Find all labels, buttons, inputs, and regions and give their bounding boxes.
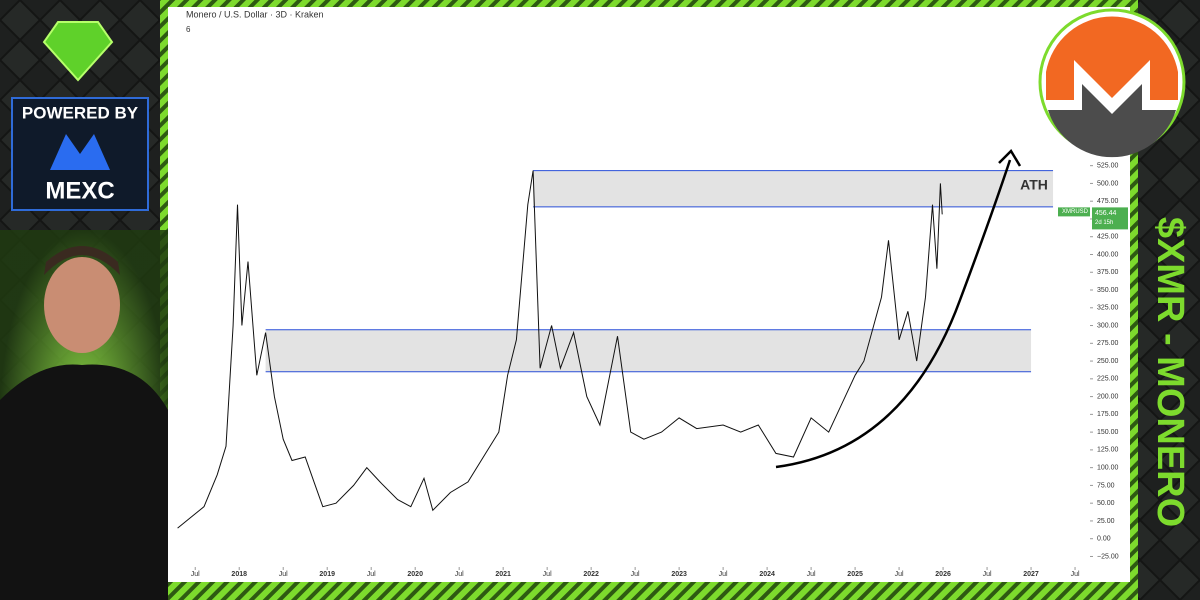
y-tick-label: 325.00 [1097, 305, 1119, 312]
x-tick-label: 2021 [495, 571, 511, 578]
ath-label: ATH [1020, 177, 1048, 193]
y-tick-label: 525.00 [1097, 163, 1119, 170]
y-tick-label: 500.00 [1097, 180, 1119, 187]
x-tick-label: 2026 [935, 571, 951, 578]
y-tick-label: 275.00 [1097, 340, 1119, 347]
x-tick-label: 2023 [671, 571, 687, 578]
y-tick-label: 300.00 [1097, 322, 1119, 329]
monero-logo-bottom [1048, 84, 1176, 158]
x-tick-label: 2022 [583, 571, 599, 578]
y-tick-label: 200.00 [1097, 393, 1119, 400]
y-tick-label: 150.00 [1097, 429, 1119, 436]
x-tick-label: Jul [367, 571, 376, 578]
zone [533, 170, 1054, 207]
indicator: 6 [186, 25, 191, 34]
zone [265, 329, 1032, 372]
x-tick-label: Jul [895, 571, 904, 578]
price-label-countdown: 2d 15h [1095, 220, 1113, 226]
x-tick-label: Jul [455, 571, 464, 578]
y-tick-label: 125.00 [1097, 447, 1119, 454]
plot: −25.00 0.00 25.00 50.00 75.00 100.00 125.00 150… [177, 163, 1128, 578]
arrow-head [998, 148, 1022, 167]
x-tick-label: Jul [1071, 571, 1080, 578]
person-body [0, 364, 168, 600]
x-tick-label: Jul [983, 571, 992, 578]
y-tick-label: 475.00 [1097, 198, 1119, 205]
x-tick-label: 2020 [407, 571, 423, 578]
chart-panel [168, 7, 1130, 582]
chart-title: Monero / U.S. Dollar · 3D · Kraken [186, 9, 324, 19]
price-label-symbol-box [1058, 207, 1090, 217]
powered-by: POWERED BY [22, 103, 139, 122]
y-tick-label: 25.00 [1097, 518, 1115, 525]
y-tick-label: −25.00 [1097, 553, 1119, 560]
x-tick-label: 2019 [319, 571, 335, 578]
x-tick-label: Jul [191, 571, 200, 578]
monero-logo-top [1046, 16, 1178, 101]
y-tick-label: 375.00 [1097, 269, 1119, 276]
y-tick-label: 350.00 [1097, 287, 1119, 294]
side-title: $XMR - MONERO [1149, 217, 1191, 527]
y-tick-label: 400.00 [1097, 251, 1119, 258]
logo-gem [42, 21, 114, 82]
y-tick-label: 100.00 [1097, 464, 1119, 471]
price-line [177, 170, 943, 529]
x-tick-label: Jul [279, 571, 288, 578]
price-label-box [1092, 207, 1128, 230]
y-tick-label: 50.00 [1097, 500, 1115, 507]
x-tick-label: 2024 [759, 571, 775, 578]
price-label-symbol: XMRUSD [1062, 209, 1089, 215]
x-tick-label: Jul [719, 571, 728, 578]
y-tick-label: 75.00 [1097, 482, 1115, 489]
x-tick-label: Jul [543, 571, 552, 578]
x-tick-label: Jul [807, 571, 816, 578]
y-tick-label: 175.00 [1097, 411, 1119, 418]
mexc-logo [50, 134, 110, 170]
y-tick-label: 225.00 [1097, 376, 1119, 383]
y-tick-label: 250.00 [1097, 358, 1119, 365]
person-hair [44, 246, 120, 275]
y-tick-label: 0.00 [1097, 536, 1111, 543]
person-head [44, 257, 120, 353]
x-tick-label: Jul [631, 571, 640, 578]
x-tick-label: 2025 [847, 571, 863, 578]
price-label-value: 456.44 [1095, 210, 1117, 217]
trend-arrow [775, 159, 1012, 469]
brand: MEXC [45, 177, 114, 204]
y-tick-label: 425.00 [1097, 234, 1119, 241]
x-tick-label: 2018 [231, 571, 247, 578]
x-tick-label: 2027 [1023, 571, 1039, 578]
